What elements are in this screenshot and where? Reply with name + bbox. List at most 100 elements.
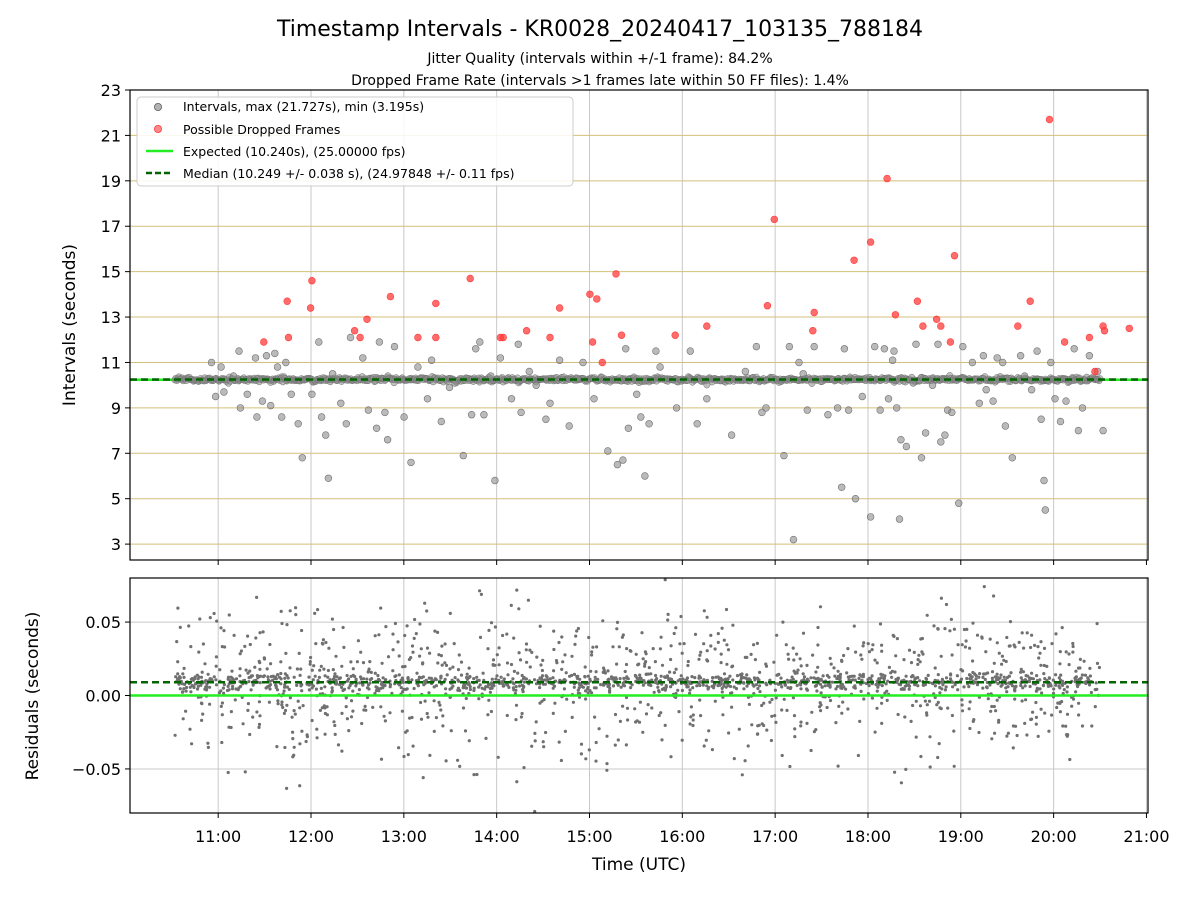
residual-point	[965, 627, 969, 632]
interval-point	[496, 354, 505, 362]
residual-point	[308, 662, 312, 666]
residual-point	[936, 627, 940, 631]
residual-point	[193, 675, 197, 679]
residual-point	[441, 714, 445, 718]
residual-point	[1067, 663, 1071, 667]
residual-point	[606, 669, 610, 673]
residual-point	[300, 628, 304, 633]
residual-point	[764, 662, 768, 666]
residual-point	[921, 683, 925, 687]
y-tick-label: 7	[111, 444, 121, 463]
residual-point	[1034, 715, 1038, 720]
residual-point	[564, 671, 568, 675]
residual-point	[300, 729, 304, 733]
residual-point	[467, 739, 471, 743]
residual-point	[779, 676, 783, 680]
residual-point	[1060, 700, 1064, 704]
residual-point	[397, 746, 401, 750]
residual-point	[253, 665, 257, 669]
residual-point	[384, 625, 388, 629]
residual-point	[1074, 690, 1078, 694]
residual-point	[816, 643, 820, 647]
residual-point	[928, 765, 932, 769]
legend-intervals: Intervals, max (21.727s), min (3.195s)	[183, 99, 424, 114]
interval-point	[902, 442, 911, 451]
residual-point	[458, 688, 462, 693]
residual-point	[298, 673, 302, 678]
dropped-frame-point	[1125, 324, 1134, 333]
residual-point	[288, 609, 292, 613]
residual-point	[805, 663, 809, 668]
residual-point	[220, 645, 224, 649]
residual-point	[443, 661, 447, 665]
interval-point	[959, 342, 967, 351]
residual-point	[840, 711, 844, 715]
dropped-frame-point	[466, 274, 474, 283]
residual-point	[487, 698, 491, 702]
residual-point	[373, 671, 377, 675]
residual-point	[925, 713, 929, 717]
residual-point	[301, 704, 305, 708]
residual-point	[182, 675, 186, 680]
residual-point	[1067, 652, 1071, 656]
residual-point	[439, 674, 443, 678]
residual-point	[275, 745, 279, 749]
interval-point	[383, 436, 392, 444]
residual-point	[1097, 665, 1101, 670]
residual-point	[268, 687, 272, 691]
residual-point	[478, 589, 482, 593]
interval-point	[322, 431, 330, 439]
residual-point	[257, 700, 261, 704]
residual-point	[646, 703, 650, 707]
residual-point	[383, 683, 387, 688]
residual-point	[584, 697, 588, 701]
residual-point	[247, 676, 251, 680]
residual-point	[227, 613, 231, 617]
residual-point	[753, 678, 757, 682]
residual-point	[472, 677, 476, 681]
residual-point	[875, 689, 879, 693]
residual-point	[506, 673, 510, 677]
residual-point	[745, 684, 749, 688]
residual-point	[650, 678, 654, 682]
residual-point	[796, 668, 800, 672]
residual-point	[818, 701, 822, 705]
residual-point	[181, 717, 185, 721]
residual-point	[333, 723, 337, 728]
residual-point	[313, 674, 317, 678]
residual-point	[952, 729, 956, 733]
interval-point	[211, 392, 220, 401]
dropped-frame-point	[850, 256, 858, 264]
residual-point	[995, 698, 999, 702]
residual-point	[641, 683, 646, 687]
residual-point	[705, 615, 709, 619]
residual-point	[593, 715, 597, 719]
residual-point	[402, 687, 406, 692]
residual-point	[330, 690, 334, 694]
residual-point	[745, 673, 749, 677]
residuals-y-axis: −0.05 0.00 0.05	[72, 613, 130, 779]
residual-point	[538, 676, 542, 680]
residual-point	[787, 657, 791, 661]
interval-point	[372, 424, 381, 432]
residual-point	[388, 711, 392, 715]
residual-point	[903, 715, 907, 719]
residual-point	[438, 703, 442, 707]
residual-point	[274, 677, 278, 681]
dropped-frame-point	[414, 333, 422, 342]
interval-point	[390, 342, 399, 351]
legend-dropped-marker	[153, 125, 162, 134]
residual-point	[465, 672, 469, 676]
residual-point	[937, 742, 941, 746]
residual-point	[893, 770, 897, 774]
residual-point	[249, 674, 253, 678]
interval-point	[619, 456, 627, 464]
residual-point	[740, 773, 744, 777]
residual-point	[351, 709, 355, 713]
residual-point	[462, 683, 466, 687]
interval-point	[789, 535, 798, 544]
residual-point	[1021, 670, 1025, 674]
residual-point	[893, 670, 897, 674]
residual-point	[873, 658, 877, 662]
dropped-frame-point	[913, 297, 922, 305]
